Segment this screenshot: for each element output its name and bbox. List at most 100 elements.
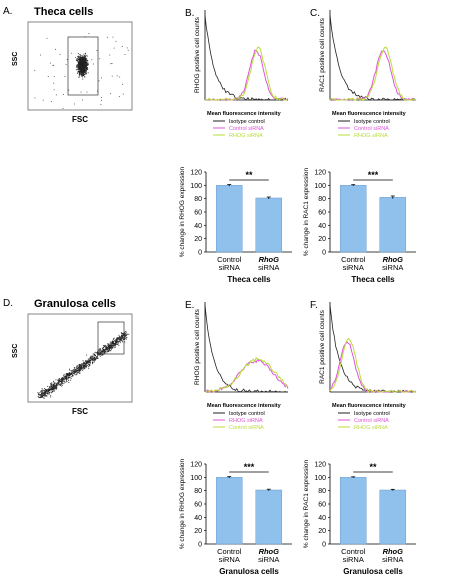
scatter-point xyxy=(82,78,84,80)
scatter-point xyxy=(112,342,114,343)
scatter-point xyxy=(59,384,61,386)
scatter-point xyxy=(59,54,61,55)
scatter-point xyxy=(67,373,68,374)
scatter-point xyxy=(81,70,83,72)
scatter-point xyxy=(102,347,103,349)
scatter-point xyxy=(83,62,85,63)
scatter-point xyxy=(81,368,82,370)
scatter-point xyxy=(80,65,81,67)
scatter-point xyxy=(90,356,91,358)
y-tick-label: 20 xyxy=(194,236,202,243)
scatter-point xyxy=(82,74,84,76)
scatter-point xyxy=(74,103,75,105)
scatter-point xyxy=(107,343,108,345)
scatter-point xyxy=(113,344,115,346)
scatter-point xyxy=(52,390,54,392)
scatter-point xyxy=(120,339,122,341)
scatter-point xyxy=(63,376,65,378)
scatter-point xyxy=(38,394,40,396)
scatter-point xyxy=(49,62,51,64)
scatter-point xyxy=(81,72,83,74)
scatter-point xyxy=(85,60,87,62)
scatter-point xyxy=(75,367,77,368)
scatter-point xyxy=(41,395,43,396)
bar xyxy=(215,185,243,253)
scatter-point xyxy=(53,82,55,84)
cell-type-title: Granulosa cells xyxy=(34,298,116,310)
scatter-point xyxy=(119,76,121,78)
sirna-curve xyxy=(204,46,289,101)
scatter-point xyxy=(84,363,86,365)
scatter-point xyxy=(60,380,62,382)
scatter-point xyxy=(72,374,74,376)
scatter-point xyxy=(108,346,110,347)
scatter-point xyxy=(85,63,87,65)
scatter-point xyxy=(99,354,101,355)
scatter-point xyxy=(75,368,77,370)
scatter-point xyxy=(110,348,112,349)
scatter-point xyxy=(80,58,82,60)
scatter-point xyxy=(63,378,65,379)
scatter-point xyxy=(81,71,83,73)
scatter-point xyxy=(114,346,116,348)
scatter-point xyxy=(97,357,99,359)
scatter-point xyxy=(57,379,59,381)
scatter-point xyxy=(76,374,78,376)
scatter-point xyxy=(79,367,80,369)
scatter-point xyxy=(51,391,53,393)
scatter-point xyxy=(86,91,88,93)
scatter-point xyxy=(53,389,55,390)
bar-y-label: % change in RHOG expression xyxy=(179,458,186,549)
scatter-point xyxy=(83,361,85,363)
scatter-point xyxy=(99,348,101,349)
scatter-point xyxy=(58,378,60,380)
scatter-point xyxy=(84,365,86,366)
scatter-point xyxy=(50,388,51,390)
scatter-point xyxy=(114,342,116,344)
scatter-point xyxy=(92,357,94,359)
scatter-point xyxy=(82,365,84,367)
scatter-point xyxy=(45,389,47,391)
scatter-point xyxy=(85,73,87,75)
scatter-point xyxy=(53,383,55,385)
scatter-point xyxy=(80,68,82,70)
scatter-point xyxy=(102,351,104,352)
scatter-point xyxy=(109,347,111,349)
scatter-point xyxy=(122,93,124,95)
scatter-point xyxy=(87,67,88,68)
scatter-point xyxy=(68,89,70,91)
scatter-point xyxy=(103,349,105,351)
scatter-point xyxy=(56,385,58,387)
scatter-point xyxy=(72,371,73,373)
scatter-point xyxy=(93,356,95,358)
bar xyxy=(339,185,367,253)
scatter-point xyxy=(45,395,47,397)
scatter-point xyxy=(94,359,96,360)
scatter-point xyxy=(99,355,101,357)
scatter-point xyxy=(73,367,75,368)
scatter-point xyxy=(71,373,73,375)
scatter-point xyxy=(80,55,81,57)
scatter-point xyxy=(114,343,116,345)
scatter-point xyxy=(108,346,110,347)
scatter-point xyxy=(79,73,81,75)
category-label: Control xyxy=(217,255,242,264)
scatter-point xyxy=(64,76,66,77)
scatter-point xyxy=(61,379,62,381)
scatter-point xyxy=(92,353,94,355)
scatter-point xyxy=(82,70,84,72)
scatter-point xyxy=(79,365,81,367)
scatter-point xyxy=(117,338,119,340)
scatter-point xyxy=(105,346,107,348)
scatter-point xyxy=(54,382,56,384)
scatter-point xyxy=(110,343,112,345)
scatter-point xyxy=(82,363,84,365)
scatter-point xyxy=(106,349,107,351)
scatter-point xyxy=(44,390,46,392)
scatter-point xyxy=(89,363,91,365)
scatter-point xyxy=(83,66,85,68)
scatter-point xyxy=(83,365,84,366)
scatter-point xyxy=(98,352,100,354)
scatter-point xyxy=(124,336,126,338)
scatter-point xyxy=(58,380,60,382)
